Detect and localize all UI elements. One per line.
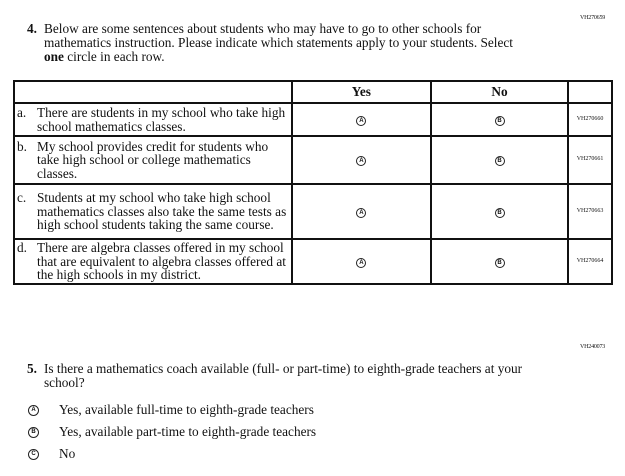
question-5-text: Is there a mathematics coach available (… (44, 361, 523, 390)
radio-no[interactable]: B (494, 115, 505, 126)
radio-yes[interactable]: A (356, 156, 367, 167)
row-id: VH270661 (567, 135, 613, 185)
table-row: d. There are algebra classes offered in m… (13, 238, 613, 285)
radio-no[interactable]: B (494, 257, 505, 268)
table-header-row: Yes No (13, 80, 613, 104)
row-letter: d. (17, 240, 27, 256)
option-c[interactable]: C No (28, 446, 75, 462)
header-yes: Yes (290, 80, 432, 104)
question-4-number: 4. (27, 21, 37, 36)
option-label: No (59, 446, 76, 461)
row-letter: b. (17, 138, 27, 154)
q4-text-part: circle in each row. (63, 49, 165, 64)
row-text: There are algebra classes offered in my … (37, 240, 286, 283)
table-row: a. There are students in my school who ta… (13, 102, 613, 137)
question-4-id: VH270659 (580, 15, 606, 21)
radio-no[interactable]: B (494, 156, 505, 167)
radio-yes[interactable]: A (356, 257, 367, 268)
question-5-id: VH240073 (580, 344, 606, 350)
option-label: Yes, available full-time to eighth-grade… (59, 402, 314, 417)
table-row: b. My school provides credit for students… (13, 135, 613, 185)
q4-text-emphasis: one (44, 49, 64, 64)
question-5-number: 5. (27, 361, 37, 376)
row-id: VH270664 (567, 238, 613, 285)
row-letter: a. (17, 105, 27, 120)
row-text: Students at my school who take high scho… (37, 190, 287, 233)
radio-yes[interactable]: A (356, 207, 367, 218)
option-label: Yes, available part-time to eighth-grade… (59, 424, 317, 439)
radio-c[interactable]: C (28, 448, 39, 460)
header-id (567, 80, 613, 104)
option-a[interactable]: A Yes, available full-time to eighth-grad… (28, 402, 314, 418)
question-4-text: Below are some sentences about students … (44, 22, 534, 64)
question-4-table: Yes No a. There are students in my school… (13, 80, 613, 285)
q4-text-part: Below are some sentences about students … (44, 21, 513, 50)
row-letter: c. (17, 190, 27, 206)
radio-b[interactable]: B (28, 426, 39, 438)
header-no: No (429, 80, 570, 104)
option-b[interactable]: B Yes, available part-time to eighth-grad… (28, 424, 316, 440)
table-row: c. Students at my school who take high sc… (13, 183, 613, 240)
row-id: VH270663 (567, 183, 613, 240)
radio-no[interactable]: B (494, 207, 505, 218)
row-id: VH270660 (567, 102, 613, 137)
row-text: My school provides credit for students w… (37, 138, 269, 181)
radio-yes[interactable]: A (356, 115, 367, 126)
radio-a[interactable]: A (28, 404, 39, 416)
row-text: There are students in my school who take… (37, 105, 286, 134)
header-statement (13, 80, 293, 104)
